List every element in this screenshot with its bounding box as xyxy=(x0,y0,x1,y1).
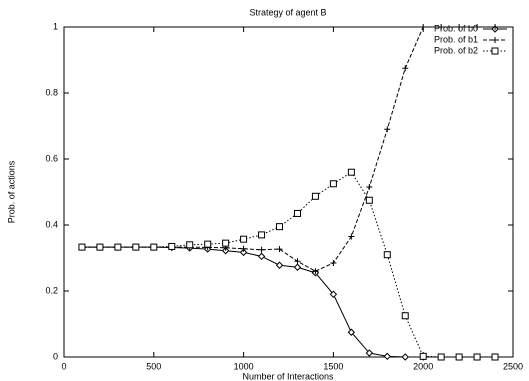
y-tick-label: 0.2 xyxy=(45,285,58,295)
marker xyxy=(276,246,283,253)
y-tick-label: 0.4 xyxy=(45,219,58,229)
marker xyxy=(240,235,248,243)
y-axis-label: Prob. of actions xyxy=(6,160,16,223)
marker xyxy=(347,168,355,176)
plot-frame xyxy=(63,26,514,358)
marker xyxy=(311,192,319,200)
x-tick-label: 2000 xyxy=(413,361,433,371)
marker xyxy=(329,290,338,299)
marker xyxy=(204,240,212,248)
marker xyxy=(401,353,409,361)
y-tick-label: 0.6 xyxy=(45,153,58,163)
marker xyxy=(402,65,409,72)
marker xyxy=(383,352,391,361)
x-tick-label: 0 xyxy=(61,361,66,371)
marker xyxy=(294,258,301,265)
marker xyxy=(312,268,319,275)
marker xyxy=(258,231,266,239)
x-tick-label: 2500 xyxy=(503,361,523,371)
marker xyxy=(455,353,463,361)
marker xyxy=(240,245,247,252)
legend-label: Prob. of b1 xyxy=(434,34,478,44)
y-tick-label: 0 xyxy=(53,351,58,361)
marker xyxy=(384,126,391,133)
marker xyxy=(366,184,373,191)
marker xyxy=(419,352,427,360)
x-tick-label: 1500 xyxy=(323,361,343,371)
legend-label: Prob. of b0 xyxy=(434,23,478,33)
marker xyxy=(420,24,427,30)
y-tick-label: 0.8 xyxy=(45,87,58,97)
marker xyxy=(492,37,498,43)
marker xyxy=(365,196,373,204)
marker xyxy=(276,223,284,231)
marker xyxy=(222,239,230,247)
chart-title: Strategy of agent B xyxy=(249,7,326,17)
marker xyxy=(437,353,445,361)
marker xyxy=(347,328,356,336)
marker xyxy=(491,353,499,361)
series-line xyxy=(81,246,496,358)
marker xyxy=(114,243,122,251)
marker xyxy=(275,261,284,269)
marker xyxy=(96,243,104,251)
x-tick-label: 500 xyxy=(146,361,161,371)
marker xyxy=(330,259,337,266)
marker xyxy=(293,209,301,217)
marker xyxy=(383,251,391,259)
marker xyxy=(438,24,445,30)
marker xyxy=(401,312,409,320)
x-axis-label: Number of Interactions xyxy=(242,371,334,381)
marker xyxy=(456,24,463,30)
marker xyxy=(168,242,176,250)
marker xyxy=(491,47,499,55)
x-tick-label: 1000 xyxy=(234,361,254,371)
y-tick-label: 1 xyxy=(53,21,58,31)
marker xyxy=(293,263,302,271)
marker xyxy=(348,233,355,240)
series-line xyxy=(81,26,496,272)
marker xyxy=(257,252,266,261)
marker xyxy=(186,241,194,249)
marker xyxy=(239,248,248,257)
marker xyxy=(78,243,86,251)
series-line xyxy=(81,171,496,358)
marker xyxy=(474,24,481,30)
marker xyxy=(132,243,140,251)
marker xyxy=(150,243,158,251)
marker xyxy=(492,24,499,30)
marker xyxy=(365,349,374,357)
marker xyxy=(329,180,337,188)
legend-label: Prob. of b2 xyxy=(434,45,478,55)
marker xyxy=(258,246,265,253)
marker xyxy=(473,353,481,361)
